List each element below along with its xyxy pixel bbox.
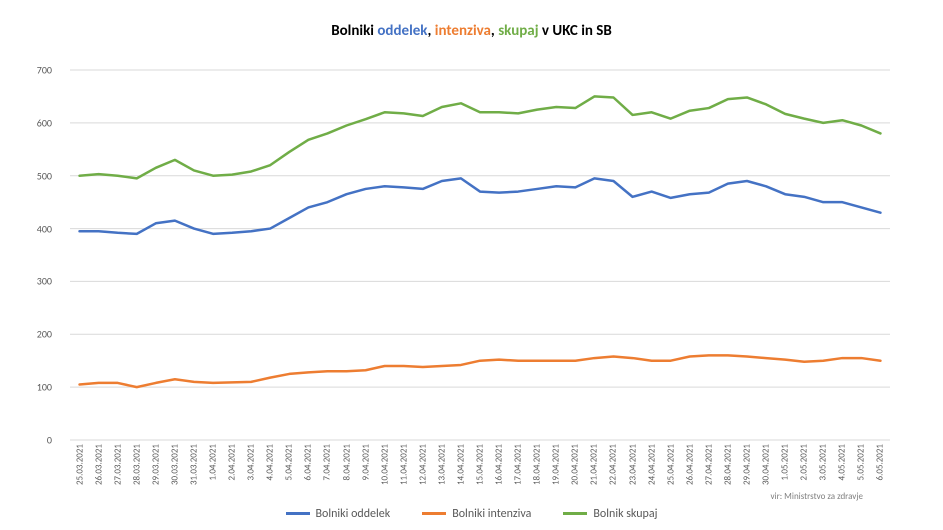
x-tick-label: 20.04.2021 (570, 444, 581, 485)
x-tick-label: 4.05.2021 (837, 444, 848, 480)
chart-title: Bolniki oddelek, intenziva, skupaj v UKC… (0, 22, 943, 40)
x-tick-label: 9.04.2021 (360, 444, 371, 480)
y-tick-label: 700 (37, 64, 52, 77)
x-tick-label: 10.04.2021 (379, 444, 390, 485)
y-tick-label: 600 (37, 116, 52, 129)
x-tick-label: 21.04.2021 (589, 444, 600, 485)
x-tick-label: 26.04.2021 (684, 444, 695, 485)
x-tick-label: 27.03.2021 (112, 444, 123, 485)
x-tick-label: 1.04.2021 (208, 444, 219, 480)
x-tick-label: 17.04.2021 (513, 444, 524, 485)
y-tick-label: 500 (37, 169, 52, 182)
x-tick-label: 25.04.2021 (665, 444, 676, 485)
x-tick-label: 12.04.2021 (417, 444, 428, 485)
x-tick-label: 6.05.2021 (875, 444, 886, 480)
x-tick-label: 5.04.2021 (284, 444, 295, 480)
x-tick-label: 30.03.2021 (169, 444, 180, 485)
y-tick-label: 200 (37, 328, 52, 341)
legend-label: Bolniki intenziva (452, 507, 531, 521)
legend: Bolniki oddelek Bolniki intenziva Bolnik s… (0, 505, 943, 521)
x-tick-label: 8.04.2021 (341, 444, 352, 480)
legend-swatch (422, 512, 446, 515)
x-tick-label: 16.04.2021 (494, 444, 505, 485)
legend-swatch (563, 512, 587, 515)
x-tick-label: 15.04.2021 (475, 444, 486, 485)
x-tick-label: 28.04.2021 (722, 444, 733, 485)
legend-label: Bolnik skupaj (593, 507, 657, 521)
title-part2: intenziva (435, 22, 491, 40)
series-line (80, 178, 881, 234)
legend-item: Bolniki oddelek (286, 507, 391, 521)
x-tick-label: 23.04.2021 (627, 444, 638, 485)
x-tick-label: 4.04.2021 (265, 444, 276, 480)
x-tick-label: 5.05.2021 (856, 444, 867, 480)
x-tick-label: 11.04.2021 (398, 444, 409, 485)
y-tick-label: 300 (37, 275, 52, 288)
x-tick-label: 1.05.2021 (780, 444, 791, 480)
x-tick-label: 3.05.2021 (818, 444, 829, 480)
x-tick-label: 25.03.2021 (74, 444, 85, 485)
x-tick-label: 19.04.2021 (551, 444, 562, 485)
x-tick-label: 27.04.2021 (703, 444, 714, 485)
legend-swatch (286, 512, 310, 515)
y-axis-ticks: 0100200300400500600700 (0, 70, 60, 440)
title-sep1: , (428, 22, 435, 40)
y-tick-label: 100 (37, 381, 52, 394)
x-tick-label: 29.03.2021 (150, 444, 161, 485)
title-prefix: Bolniki (331, 22, 377, 40)
title-suffix: v UKC in SB (539, 22, 612, 40)
x-tick-label: 2.05.2021 (799, 444, 810, 480)
x-tick-label: 29.04.2021 (741, 444, 752, 485)
x-tick-label: 18.04.2021 (532, 444, 543, 485)
x-tick-label: 22.04.2021 (608, 444, 619, 485)
x-tick-label: 3.04.2021 (246, 444, 257, 480)
x-tick-label: 26.03.2021 (93, 444, 104, 485)
x-tick-label: 7.04.2021 (322, 444, 333, 480)
x-tick-label: 2.04.2021 (227, 444, 238, 480)
legend-item: Bolniki intenziva (422, 507, 531, 521)
x-tick-label: 31.03.2021 (188, 444, 199, 485)
x-tick-label: 30.04.2021 (761, 444, 772, 485)
x-tick-label: 14.04.2021 (455, 444, 466, 485)
plot-svg (70, 70, 890, 440)
x-tick-label: 24.04.2021 (646, 444, 657, 485)
line-chart: Bolniki oddelek, intenziva, skupaj v UKC… (0, 0, 943, 530)
x-tick-label: 6.04.2021 (303, 444, 314, 480)
x-tick-label: 13.04.2021 (436, 444, 447, 485)
plot-area (70, 70, 890, 440)
legend-label: Bolniki oddelek (316, 507, 391, 521)
title-part1: oddelek (377, 22, 427, 40)
y-tick-label: 0 (47, 434, 52, 447)
series-line (80, 96, 881, 178)
x-tick-label: 28.03.2021 (131, 444, 142, 485)
series-line (80, 355, 881, 387)
x-axis-ticks: 25.03.2021 26.03.2021 27.03.2021 28.03.2021… (70, 440, 890, 500)
title-part3: skupaj (498, 22, 538, 40)
chart-source: vir: Ministrstvo za zdravje (770, 491, 863, 502)
legend-item: Bolnik skupaj (563, 507, 657, 521)
y-tick-label: 400 (37, 222, 52, 235)
